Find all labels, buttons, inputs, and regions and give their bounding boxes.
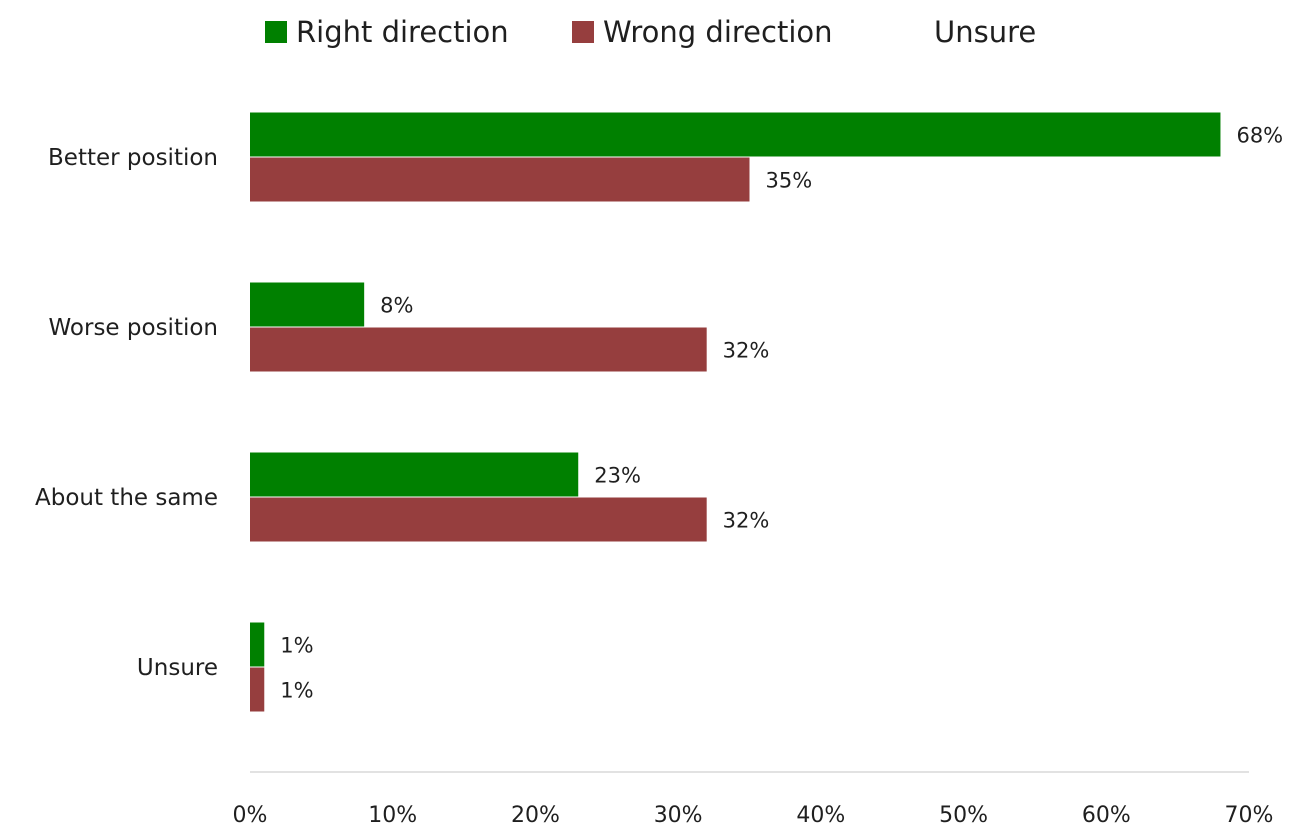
data-label-right-direction-about-the-same: 23% (594, 464, 641, 488)
data-label-right-direction-unsure: 1% (280, 634, 313, 658)
data-labels: 68% 8% 23% 1% 35% 32% 32% 1% (280, 124, 1283, 703)
x-tick-label-60: 60% (1082, 803, 1131, 825)
bar-right-direction-better-position (250, 112, 1221, 157)
category-label-about-the-same: About the same (35, 485, 218, 511)
bars (250, 112, 1221, 712)
data-label-wrong-direction-about-the-same: 32% (723, 509, 770, 533)
legend-swatch-wrong-direction (572, 21, 594, 43)
x-tick-label-70: 70% (1225, 803, 1274, 825)
bar-wrong-direction-unsure (250, 667, 265, 712)
category-labels: Better position Worse position About the s… (35, 145, 218, 681)
x-tick-labels: 0% 10% 20% 30% 40% 50% 60% 70% (233, 803, 1274, 825)
bar-right-direction-about-the-same (250, 452, 579, 497)
legend-swatch-unsure (902, 21, 924, 43)
category-label-better-position: Better position (48, 145, 218, 171)
bar-wrong-direction-about-the-same (250, 497, 707, 542)
legend-label-right-direction: Right direction (296, 15, 509, 49)
x-tick-label-10: 10% (368, 803, 417, 825)
bar-right-direction-unsure (250, 622, 265, 667)
bar-right-direction-worse-position (250, 282, 365, 327)
legend-swatch-right-direction (265, 21, 287, 43)
legend: Right direction Wrong direction Unsure (265, 15, 1036, 49)
data-label-right-direction-better-position: 68% (1236, 124, 1283, 148)
x-tick-label-40: 40% (796, 803, 845, 825)
data-label-wrong-direction-worse-position: 32% (723, 339, 770, 363)
x-tick-label-20: 20% (511, 803, 560, 825)
bar-wrong-direction-better-position (250, 157, 750, 202)
bar-wrong-direction-worse-position (250, 327, 707, 372)
data-label-wrong-direction-better-position: 35% (766, 169, 813, 193)
legend-label-unsure: Unsure (934, 15, 1036, 49)
legend-label-wrong-direction: Wrong direction (603, 15, 833, 49)
data-label-right-direction-worse-position: 8% (380, 294, 413, 318)
category-label-worse-position: Worse position (49, 315, 218, 341)
x-tick-label-30: 30% (654, 803, 703, 825)
category-label-unsure: Unsure (137, 655, 218, 681)
x-tick-label-0: 0% (233, 803, 268, 825)
x-tick-label-50: 50% (939, 803, 988, 825)
data-label-wrong-direction-unsure: 1% (280, 679, 313, 703)
